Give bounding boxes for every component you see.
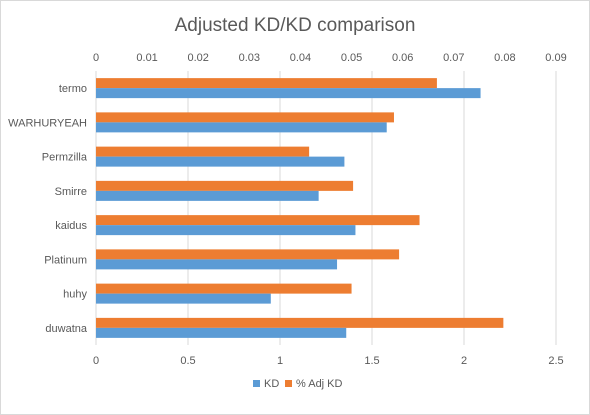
bar-adjkd-Smirre	[96, 180, 354, 191]
bottom-tick-label-5: 2.5	[548, 355, 563, 367]
bottom-tick-label-4: 2	[461, 355, 467, 367]
top-tick-label-5: 0.05	[341, 52, 362, 64]
category-label-2: Permzilla	[42, 152, 88, 164]
top-tick-label-7: 0.07	[443, 52, 464, 64]
bar-kd-Platinum	[96, 259, 338, 270]
bar-kd-termo	[96, 88, 481, 99]
bottom-tick-label-3: 1.5	[364, 355, 379, 367]
bar-kd-duwatna	[96, 327, 347, 338]
top-tick-label-0: 0	[93, 52, 99, 64]
top-tick-label-6: 0.06	[392, 52, 413, 64]
bar-adjkd-termo	[96, 78, 437, 89]
bar-adjkd-WARHURYEAH	[96, 112, 394, 123]
bar-kd-Smirre	[96, 190, 319, 201]
category-label-0: termo	[59, 83, 87, 95]
category-label-4: kaidus	[55, 220, 87, 232]
top-tick-label-9: 0.09	[545, 52, 566, 64]
bar-adjkd-duwatna	[96, 317, 504, 328]
bar-adjkd-kaidus	[96, 215, 420, 226]
category-label-5: Platinum	[44, 254, 87, 266]
bar-adjkd-huhy	[96, 283, 352, 294]
legend-swatch-0	[253, 380, 260, 387]
bar-kd-WARHURYEAH	[96, 122, 387, 133]
top-tick-label-1: 0.01	[136, 52, 157, 64]
legend-label-0: KD	[264, 378, 279, 390]
top-tick-label-8: 0.08	[494, 52, 515, 64]
bar-kd-huhy	[96, 293, 271, 304]
category-label-7: duwatna	[45, 323, 87, 335]
category-label-1: WARHURYEAH	[8, 117, 87, 129]
top-tick-label-3: 0.03	[239, 52, 260, 64]
bottom-tick-label-2: 1	[277, 355, 283, 367]
legend-label-1: % Adj KD	[296, 378, 343, 390]
bar-kd-Permzilla	[96, 156, 345, 167]
category-label-3: Smirre	[55, 186, 87, 198]
legend-swatch-1	[285, 380, 292, 387]
top-tick-label-4: 0.04	[290, 52, 311, 64]
top-tick-label-2: 0.02	[188, 52, 209, 64]
chart-title: Adjusted KD/KD comparison	[174, 15, 416, 36]
bar-adjkd-Platinum	[96, 249, 400, 260]
bottom-tick-label-1: 0.5	[180, 355, 195, 367]
bar-adjkd-Permzilla	[96, 146, 310, 157]
bottom-tick-label-0: 0	[93, 355, 99, 367]
bar-kd-kaidus	[96, 225, 356, 236]
category-label-6: huhy	[63, 289, 87, 301]
